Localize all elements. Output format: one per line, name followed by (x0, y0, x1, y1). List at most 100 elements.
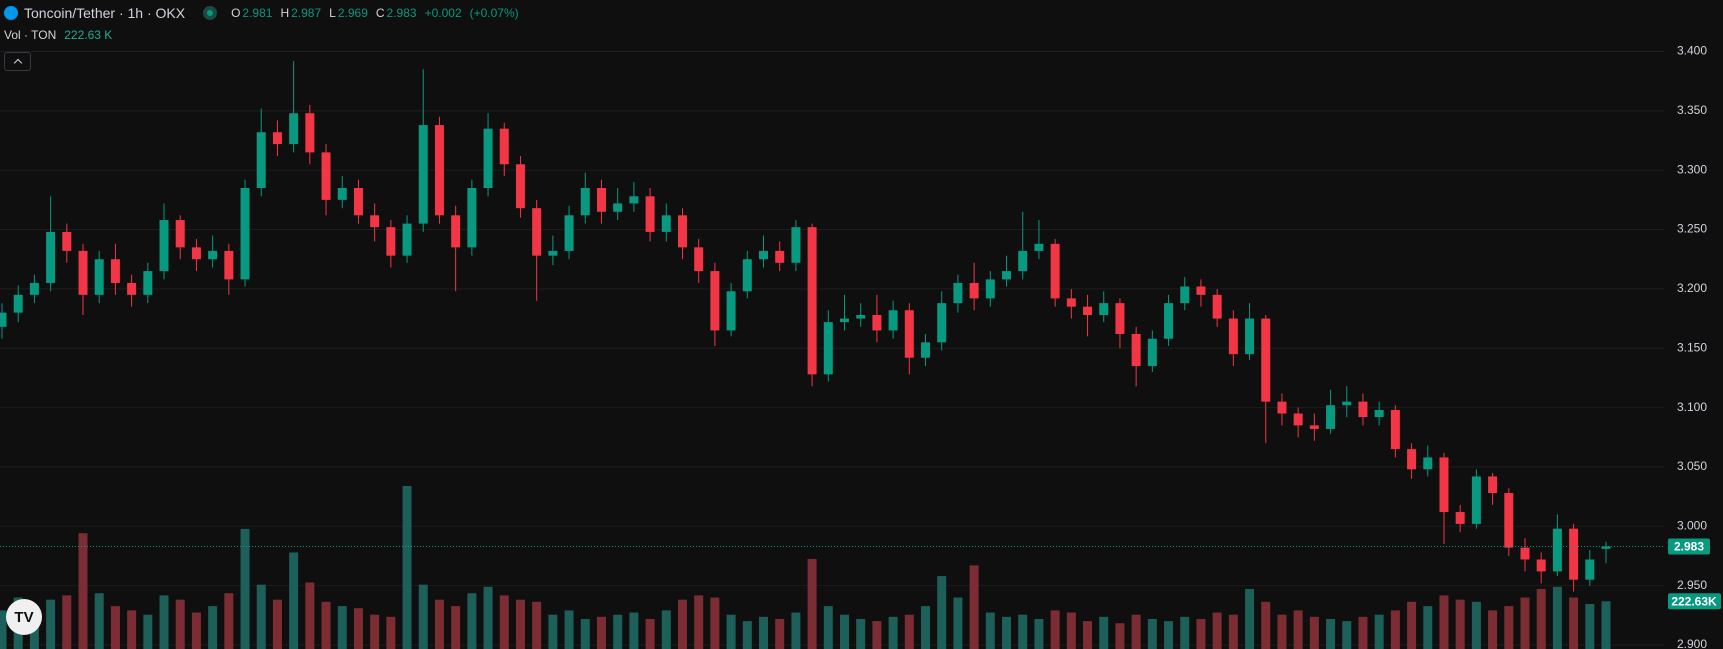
volume-bar (548, 614, 558, 649)
candle-body (451, 215, 461, 248)
volume-bar (742, 621, 752, 649)
volume-bar (1552, 586, 1562, 649)
candle-body (321, 152, 331, 200)
volume-bar (1569, 597, 1579, 649)
ohlc-value: 2.981 (242, 6, 273, 20)
candle-body (353, 188, 363, 216)
candle-body (1180, 286, 1190, 304)
volume-bar (1164, 621, 1174, 649)
volume-bar (127, 610, 137, 649)
y-tick-label: 3.350 (1677, 103, 1707, 117)
candle-body (110, 259, 120, 283)
volume-bar (240, 528, 250, 649)
candle-body (758, 250, 768, 260)
candle-body (1309, 425, 1319, 429)
market-status[interactable] (203, 6, 218, 20)
volume-bar (175, 599, 185, 649)
candle-body (1034, 243, 1044, 251)
y-tick-label: 3.300 (1677, 162, 1707, 176)
last-price-box (1668, 538, 1710, 555)
candle-body (62, 231, 72, 251)
volume-bar (1374, 614, 1384, 649)
volume-bar (1228, 614, 1238, 649)
y-tick-label: 2.950 (1677, 578, 1707, 592)
candle-body (1358, 401, 1368, 418)
volume-bar (1018, 614, 1028, 649)
candle-body (1342, 401, 1352, 406)
candle-body (483, 128, 493, 189)
volume-bar (418, 584, 428, 649)
volume-bar (1342, 621, 1352, 649)
candle-body (1601, 546, 1611, 549)
candle-body (1083, 306, 1093, 316)
volume-bar (677, 599, 687, 649)
volume-bar (1099, 616, 1109, 649)
tradingview-logo[interactable]: TV (6, 599, 42, 635)
candle-body (645, 196, 655, 232)
volume-bar (46, 599, 56, 649)
volume-bar (208, 606, 218, 649)
volume-bar (1083, 621, 1093, 649)
symbol-title[interactable]: Toncoin/Tether · 1h · OKX (24, 5, 186, 21)
volume-bar (1115, 623, 1125, 649)
volume-bar (1196, 618, 1206, 649)
candle-body (1002, 271, 1012, 280)
ohlc-value: 2.969 (337, 6, 368, 20)
candle-body (1212, 294, 1222, 319)
candle-body (532, 208, 542, 256)
volume-bar (1002, 616, 1012, 649)
candle-body (467, 188, 477, 248)
candle-body (127, 282, 137, 295)
volume-value: 222.63 K (64, 28, 113, 42)
legend-header: Toncoin/Tether · 1h · OKX O 2.981 H 2.987 … (4, 3, 525, 23)
candle-body (499, 128, 509, 165)
volume-bar (1504, 606, 1514, 649)
volume-bar (694, 595, 704, 649)
candle-body (548, 250, 558, 256)
volume-bar (1131, 614, 1141, 649)
collapse-button[interactable] (4, 52, 31, 71)
candle-body (694, 247, 704, 272)
volume-bar (985, 612, 995, 649)
candle-body (143, 271, 153, 295)
volume-bar (1245, 588, 1255, 649)
candle-body (1261, 318, 1271, 402)
candle-body (272, 132, 282, 145)
volume-bar (564, 610, 574, 649)
volume-bar (758, 616, 768, 649)
volume-bar (1034, 618, 1044, 649)
candle-body (208, 250, 218, 260)
candle-body (1115, 303, 1125, 334)
volume-bar (78, 533, 88, 649)
candle-body (370, 215, 380, 228)
candle-body (1504, 493, 1514, 548)
candle-body (1018, 250, 1028, 272)
volume-bar (872, 621, 882, 649)
symbol-logo (4, 6, 18, 20)
volume-bar (143, 614, 153, 649)
ohlc-label: O (231, 6, 241, 20)
candle-body (1471, 476, 1481, 524)
volume-title[interactable]: Vol · TON (4, 28, 57, 42)
volume-bar (1520, 597, 1530, 649)
volume-bar (434, 599, 444, 649)
candle-body (904, 310, 914, 358)
candle-body (1099, 303, 1109, 316)
volume-bar (1471, 601, 1481, 649)
candle-body (580, 188, 590, 216)
volume-bar (969, 565, 979, 649)
y-tick-label: 3.100 (1677, 400, 1707, 414)
ohlc-value: 2.983 (386, 6, 417, 20)
volume-bar (629, 612, 639, 649)
candle-body (888, 310, 898, 331)
candle-body (337, 188, 347, 200)
candle-body (1293, 413, 1303, 426)
candle-body (677, 215, 687, 248)
volume-bar (613, 614, 623, 649)
candle-body (29, 282, 39, 295)
change: +0.002 (424, 6, 462, 20)
ohlc-value: 2.987 (291, 6, 322, 20)
volume-bar (580, 618, 590, 649)
volume-bar (661, 610, 671, 649)
volume-bar (353, 608, 363, 649)
